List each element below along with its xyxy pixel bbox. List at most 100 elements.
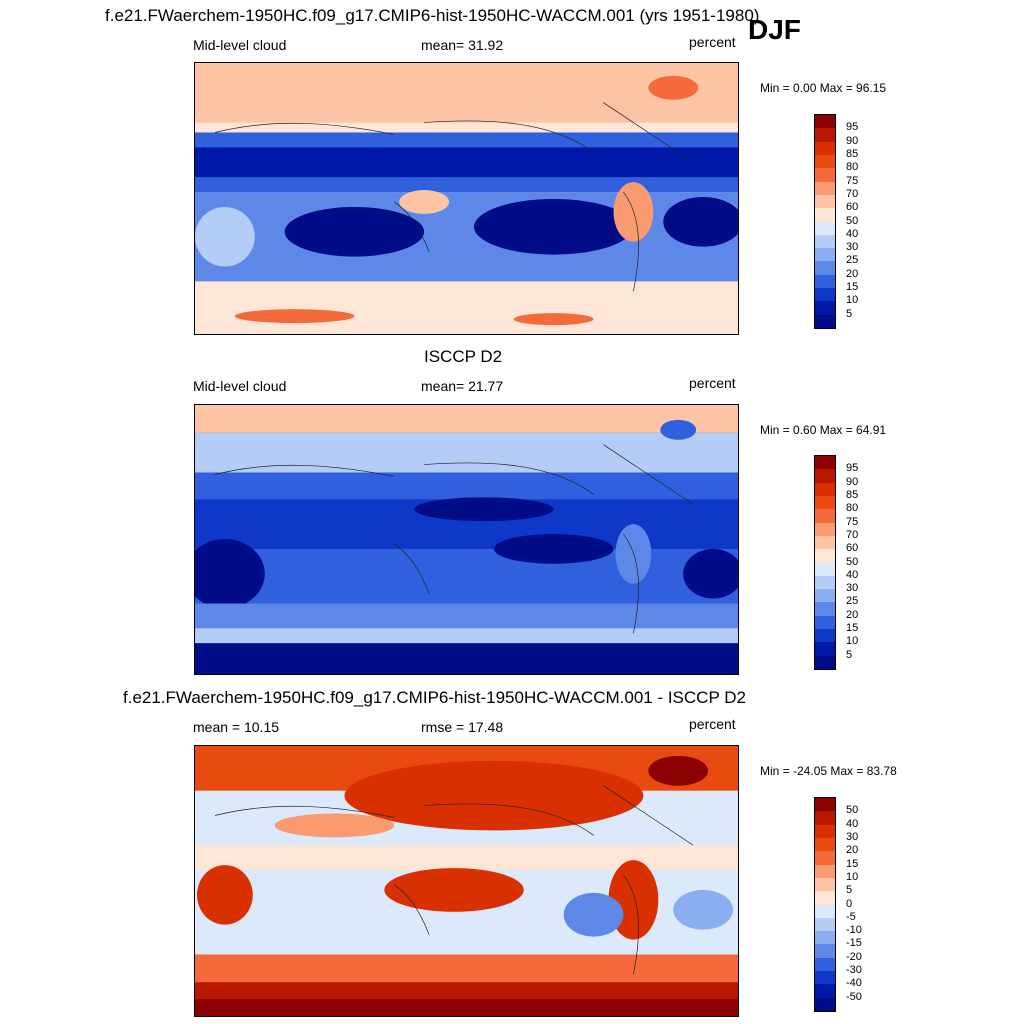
colorbar-swatch bbox=[815, 522, 835, 536]
panel3-rmse-label: rmse = 17.48 bbox=[421, 719, 504, 735]
colorbar-tick-label: 10 bbox=[846, 635, 859, 648]
colorbar-tick-label: 85 bbox=[846, 147, 859, 160]
colorbar-tick-label: 70 bbox=[846, 528, 859, 541]
colorbar-swatch bbox=[815, 168, 835, 182]
panel2-colorbar bbox=[814, 455, 836, 670]
colorbar-swatch bbox=[815, 456, 835, 470]
colorbar-swatch bbox=[815, 997, 835, 1011]
colorbar-swatch bbox=[815, 248, 835, 262]
panel1-colorbar bbox=[814, 114, 836, 329]
colorbar-swatch bbox=[815, 837, 835, 852]
colorbar-tick-label: 20 bbox=[846, 844, 859, 857]
colorbar-tick-label: 0 bbox=[846, 897, 853, 910]
colorbar-tick-label: -40 bbox=[846, 977, 862, 990]
colorbar-swatch bbox=[815, 549, 835, 563]
colorbar-tick-label: 40 bbox=[846, 227, 859, 240]
colorbar-tick-label: 40 bbox=[846, 568, 859, 581]
season-label: DJF bbox=[748, 14, 801, 45]
colorbar-tick-label: 95 bbox=[846, 121, 859, 134]
colorbar-tick-label: 90 bbox=[846, 475, 859, 488]
panel1-variable-label: Mid-level cloud bbox=[193, 37, 287, 53]
panel1-map bbox=[194, 62, 739, 335]
panel1-title: f.e21.FWaerchem-1950HC.f09_g17.CMIP6-his… bbox=[105, 6, 760, 25]
colorbar-swatch bbox=[815, 194, 835, 209]
colorbar-swatch bbox=[815, 509, 835, 523]
panel2-mean-label: mean= 21.77 bbox=[421, 378, 504, 394]
colorbar-swatch bbox=[815, 944, 835, 958]
colorbar-swatch bbox=[815, 917, 835, 932]
panel3-minmax: Min = -24.05 Max = 83.78 bbox=[760, 764, 897, 778]
panel2-title: ISCCP D2 bbox=[424, 347, 503, 366]
colorbar-swatch bbox=[815, 824, 835, 838]
colorbar-tick-label: 90 bbox=[846, 134, 859, 147]
colorbar-swatch bbox=[815, 128, 835, 142]
colorbar-tick-label: 15 bbox=[846, 857, 859, 870]
colorbar-tick-label: 70 bbox=[846, 187, 859, 200]
colorbar-tick-label: 80 bbox=[846, 161, 859, 174]
colorbar-swatch bbox=[815, 575, 835, 590]
colorbar-swatch bbox=[815, 602, 835, 616]
colorbar-swatch bbox=[815, 482, 835, 496]
colorbar-tick-label: 85 bbox=[846, 488, 859, 501]
colorbar-swatch bbox=[815, 208, 835, 222]
panel3-units-label: percent bbox=[689, 716, 736, 732]
panel3-title: f.e21.FWaerchem-1950HC.f09_g17.CMIP6-his… bbox=[123, 688, 746, 707]
colorbar-swatch bbox=[815, 864, 835, 878]
colorbar-swatch bbox=[815, 562, 835, 576]
colorbar-swatch bbox=[815, 629, 835, 643]
panel2-map-svg bbox=[195, 405, 738, 674]
colorbar-swatch bbox=[815, 154, 835, 169]
colorbar-tick-label: -5 bbox=[846, 910, 856, 923]
colorbar-swatch bbox=[815, 891, 835, 905]
panel3-map-svg bbox=[195, 746, 738, 1016]
colorbar-swatch bbox=[815, 984, 835, 998]
colorbar-tick-label: 40 bbox=[846, 817, 859, 830]
panel1-mean-label: mean= 31.92 bbox=[421, 37, 504, 53]
colorbar-tick-label: 50 bbox=[846, 555, 859, 568]
colorbar-swatch bbox=[815, 115, 835, 129]
colorbar-tick-label: 30 bbox=[846, 582, 859, 595]
colorbar-tick-label: 30 bbox=[846, 241, 859, 254]
colorbar-swatch bbox=[815, 141, 835, 155]
colorbar-tick-label: 30 bbox=[846, 830, 859, 843]
colorbar-swatch bbox=[815, 655, 835, 669]
panel1-map-svg bbox=[195, 63, 738, 334]
colorbar-tick-label: -50 bbox=[846, 990, 862, 1003]
colorbar-tick-label: 5 bbox=[846, 648, 853, 661]
colorbar-swatch bbox=[815, 851, 835, 865]
colorbar-swatch bbox=[815, 971, 835, 985]
colorbar-tick-label: 75 bbox=[846, 515, 859, 528]
colorbar-swatch bbox=[815, 181, 835, 195]
colorbar-swatch bbox=[815, 314, 835, 328]
colorbar-tick-label: 25 bbox=[846, 595, 859, 608]
colorbar-swatch bbox=[815, 495, 835, 510]
colorbar-swatch bbox=[815, 221, 835, 235]
colorbar-swatch bbox=[815, 274, 835, 289]
colorbar-tick-label: 50 bbox=[846, 804, 859, 817]
colorbar-swatch bbox=[815, 642, 835, 656]
colorbar-tick-label: -15 bbox=[846, 937, 862, 950]
panel2-units-label: percent bbox=[689, 375, 736, 391]
colorbar-tick-label: 20 bbox=[846, 608, 859, 621]
panel3-colorbar bbox=[814, 797, 836, 1012]
panel1-minmax: Min = 0.00 Max = 96.15 bbox=[760, 81, 887, 95]
colorbar-swatch bbox=[815, 261, 835, 275]
colorbar-tick-label: 95 bbox=[846, 462, 859, 475]
colorbar-tick-label: 10 bbox=[846, 870, 859, 883]
colorbar-tick-label: 10 bbox=[846, 294, 859, 307]
colorbar-tick-label: -20 bbox=[846, 950, 862, 963]
colorbar-tick-label: -30 bbox=[846, 964, 862, 977]
colorbar-tick-label: 50 bbox=[846, 214, 859, 227]
panel2-variable-label: Mid-level cloud bbox=[193, 378, 287, 394]
colorbar-swatch bbox=[815, 798, 835, 812]
colorbar-swatch bbox=[815, 234, 835, 249]
panel1-units-label: percent bbox=[689, 34, 736, 50]
colorbar-swatch bbox=[815, 535, 835, 550]
colorbar-swatch bbox=[815, 904, 835, 918]
panel3-map bbox=[194, 745, 739, 1017]
colorbar-tick-label: 15 bbox=[846, 281, 859, 294]
colorbar-tick-label: 20 bbox=[846, 267, 859, 280]
colorbar-swatch bbox=[815, 301, 835, 315]
colorbar-swatch bbox=[815, 931, 835, 945]
colorbar-tick-label: 75 bbox=[846, 174, 859, 187]
